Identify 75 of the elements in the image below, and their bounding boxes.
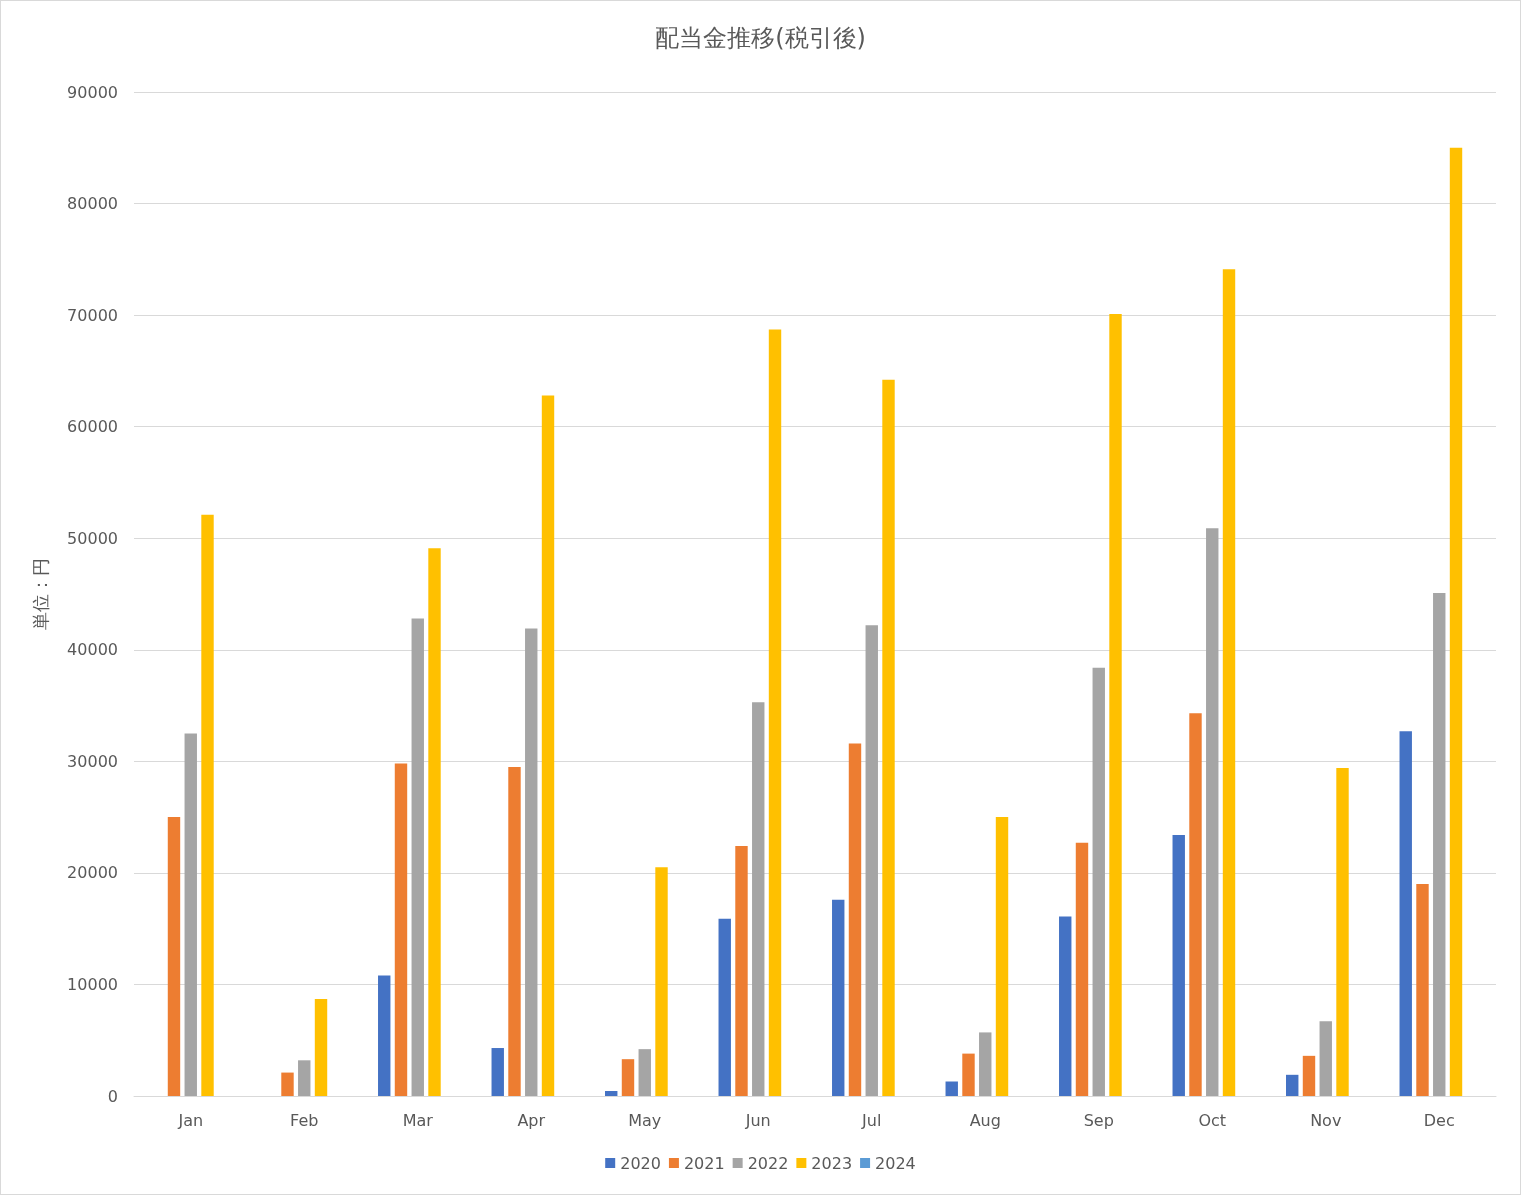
y-tick-label: 40000	[67, 640, 118, 660]
bar	[1222, 269, 1236, 1096]
bar	[508, 766, 521, 1096]
bar	[281, 1072, 294, 1096]
bar	[1416, 884, 1429, 1096]
x-tick-label: Nov	[1310, 1110, 1342, 1130]
bar	[962, 1053, 975, 1096]
bar	[1336, 768, 1349, 1096]
x-tick-label: Sep	[1083, 1110, 1114, 1130]
y-tick-label: 10000	[67, 974, 118, 994]
legend-label: 2022	[747, 1153, 789, 1173]
bar	[314, 998, 328, 1096]
bar	[768, 329, 782, 1096]
bar	[995, 817, 1009, 1096]
y-tick-label: 80000	[67, 194, 118, 214]
bar	[865, 625, 878, 1096]
bar	[979, 1032, 992, 1096]
y-axis-title: 単位：円	[29, 558, 51, 630]
x-tick-label: Feb	[290, 1110, 319, 1130]
bar	[1189, 713, 1202, 1096]
bar	[848, 743, 862, 1096]
bar	[378, 975, 391, 1096]
bar	[394, 763, 408, 1096]
y-tick-label: 0	[107, 1086, 118, 1106]
bar	[298, 1060, 311, 1096]
x-tick-label: May	[628, 1110, 662, 1130]
bar	[1172, 834, 1185, 1096]
bar	[201, 514, 214, 1096]
bar	[1319, 1021, 1332, 1096]
bar	[1092, 667, 1105, 1096]
bar	[1302, 1055, 1316, 1096]
bar	[752, 702, 765, 1096]
y-tick-label: 60000	[67, 417, 118, 437]
bar	[184, 733, 197, 1096]
bar	[638, 1049, 651, 1096]
bar	[1399, 731, 1412, 1096]
y-tick-label: 70000	[67, 305, 118, 325]
bar	[655, 867, 668, 1096]
x-tick-label: Jan	[177, 1110, 204, 1130]
legend-label: 2023	[811, 1153, 853, 1173]
bar	[1286, 1074, 1299, 1096]
bar	[1433, 592, 1446, 1096]
bar	[945, 1081, 958, 1096]
bar	[541, 395, 555, 1096]
bar	[411, 618, 424, 1096]
x-tick-label: Apr	[517, 1110, 546, 1130]
bar	[621, 1059, 635, 1096]
x-tick-label: Oct	[1198, 1110, 1227, 1130]
bar	[1206, 528, 1219, 1096]
bar	[718, 918, 731, 1096]
x-tick-label: Dec	[1423, 1110, 1455, 1130]
legend-label: 2024	[875, 1153, 916, 1173]
chart-title: 配当金推移(税引後)	[655, 24, 866, 52]
x-tick-label: Mar	[402, 1110, 434, 1130]
bar	[1109, 314, 1122, 1096]
legend-label: 2020	[620, 1153, 661, 1173]
bar	[167, 817, 181, 1096]
x-tick-label: Jul	[861, 1110, 882, 1130]
x-tick-label: Jun	[744, 1110, 771, 1130]
y-tick-label: 30000	[67, 751, 118, 771]
y-tick-label: 50000	[67, 528, 118, 548]
bar	[1449, 147, 1463, 1096]
bar	[832, 899, 845, 1096]
y-tick-label: 90000	[67, 82, 118, 102]
bar	[525, 628, 538, 1096]
bar	[428, 548, 441, 1096]
bar	[882, 379, 895, 1096]
x-tick-label: Aug	[969, 1110, 1001, 1130]
y-tick-label: 20000	[67, 863, 118, 883]
bar	[605, 1090, 618, 1096]
bar	[1075, 842, 1089, 1096]
bar	[1059, 916, 1072, 1096]
legend-label: 2021	[683, 1153, 725, 1173]
bar	[491, 1048, 504, 1096]
bar	[735, 846, 748, 1096]
